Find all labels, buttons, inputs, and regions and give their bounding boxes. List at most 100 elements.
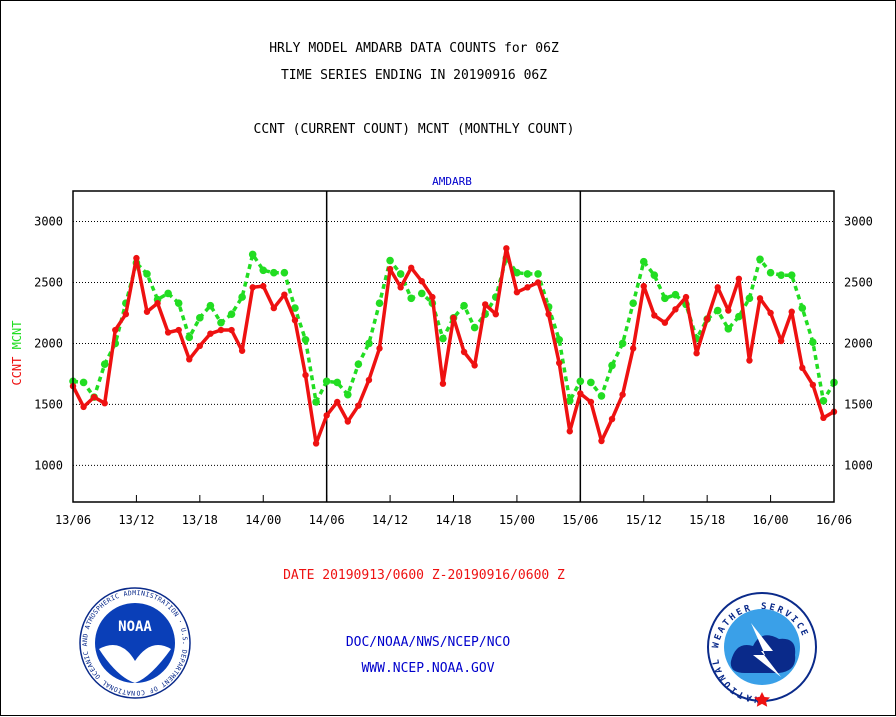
axis-layer: 1000 1000 1500 1500 2000 2000 2500 2500 3000 3000…	[34, 214, 873, 527]
series-layer	[69, 245, 838, 447]
data-point-mcnt	[79, 378, 88, 387]
series-mcnt	[69, 250, 838, 406]
chart-subtitle: CCNT (CURRENT COUNT) MCNT (MONTHLY COUNT…	[254, 122, 575, 137]
data-point-mcnt	[639, 257, 648, 266]
data-point-ccnt	[703, 315, 711, 323]
y-tick-label-right: 1500	[844, 397, 873, 411]
data-point-mcnt	[365, 339, 373, 348]
y-tick-label-left: 1000	[34, 458, 63, 472]
nws-star-icon	[754, 692, 770, 707]
y-tick-label-left: 1500	[34, 397, 63, 411]
data-point-ccnt	[767, 309, 774, 317]
data-point-mcnt	[238, 293, 246, 301]
data-point-mcnt	[629, 299, 637, 308]
x-tick-label: 14/12	[372, 513, 408, 527]
plot-title: AMDARB	[432, 175, 472, 188]
data-point-ccnt	[312, 440, 320, 447]
y-tick-label-left: 2500	[34, 275, 63, 289]
data-point-ccnt	[587, 398, 595, 406]
noaa-logo[interactable]: NATIONAL OCEANIC AND ATMOSPHERIC ADMINIS…	[1, 1, 191, 699]
data-point-ccnt	[186, 356, 193, 363]
data-point-mcnt	[143, 270, 151, 278]
data-point-ccnt	[249, 284, 256, 291]
series-ccnt	[69, 245, 838, 447]
data-point-ccnt	[418, 278, 425, 285]
data-point-mcnt	[671, 290, 680, 299]
data-point-ccnt	[534, 279, 542, 286]
data-point-mcnt	[174, 299, 183, 308]
data-point-ccnt	[217, 326, 225, 334]
data-point-mcnt	[196, 314, 204, 322]
data-point-mcnt	[344, 390, 352, 399]
x-tick-label: 15/00	[499, 513, 535, 527]
x-tick-label: 16/06	[816, 513, 852, 527]
data-point-mcnt	[100, 360, 109, 368]
data-point-ccnt	[270, 304, 278, 312]
data-point-ccnt	[619, 391, 626, 398]
grid-layer	[73, 191, 834, 502]
data-point-mcnt	[460, 301, 468, 310]
data-point-ccnt	[820, 414, 827, 422]
data-point-mcnt	[354, 360, 363, 368]
y-tick-label-right: 3000	[844, 214, 873, 228]
data-point-mcnt	[322, 377, 331, 386]
nws-logo[interactable]: NATIONAL WEATHER SERVICE	[707, 592, 817, 707]
series-line-ccnt	[71, 246, 835, 446]
x-tick-label: 13/12	[118, 513, 154, 527]
x-tick-label: 15/12	[626, 513, 662, 527]
data-point-mcnt	[396, 270, 405, 278]
data-point-mcnt	[312, 398, 320, 406]
data-point-mcnt	[301, 335, 310, 344]
chart-title-line2: TIME SERIES ENDING IN 20190916 06Z	[281, 68, 547, 83]
data-point-mcnt	[280, 268, 289, 277]
data-point-ccnt	[693, 350, 700, 357]
data-point-ccnt	[133, 254, 140, 262]
x-tick-label: 15/06	[562, 513, 598, 527]
data-point-mcnt	[417, 289, 426, 298]
data-point-ccnt	[365, 376, 373, 384]
data-point-ccnt	[492, 310, 499, 318]
data-point-mcnt	[819, 396, 828, 405]
data-point-ccnt	[450, 314, 457, 322]
data-point-ccnt	[355, 402, 362, 409]
data-point-ccnt	[598, 437, 605, 445]
data-point-ccnt	[175, 326, 182, 334]
data-point-mcnt	[185, 333, 194, 342]
y-tick-label-right: 2000	[844, 336, 873, 350]
data-point-mcnt	[333, 378, 342, 387]
data-point-mcnt	[787, 271, 796, 279]
nws-lightning-icon	[751, 623, 781, 677]
data-point-ccnt	[323, 412, 330, 419]
data-point-mcnt	[227, 310, 236, 318]
data-point-ccnt	[154, 300, 161, 307]
data-point-ccnt	[122, 310, 130, 318]
data-point-mcnt	[513, 268, 521, 277]
data-point-mcnt	[407, 294, 416, 303]
data-point-ccnt	[746, 357, 753, 364]
data-point-ccnt	[80, 403, 87, 411]
data-point-ccnt	[90, 393, 98, 401]
data-point-mcnt	[745, 294, 754, 303]
data-point-ccnt	[302, 371, 309, 379]
data-point-mcnt	[555, 335, 563, 344]
nws-cloud-icon	[730, 635, 796, 673]
data-point-mcnt	[217, 318, 225, 327]
noaa-logo-ring-text: NATIONAL OCEANIC AND ATMOSPHERIC ADMINIS…	[1, 1, 189, 697]
data-point-ccnt	[376, 345, 383, 352]
x-tick-label: 16/00	[753, 513, 789, 527]
x-tick-label: 13/18	[182, 513, 218, 527]
data-point-ccnt	[260, 282, 267, 290]
data-point-mcnt	[809, 338, 817, 347]
data-point-mcnt	[724, 325, 733, 333]
data-point-mcnt	[270, 268, 278, 277]
data-point-mcnt	[766, 268, 775, 277]
data-point-ccnt	[735, 275, 743, 283]
data-point-mcnt	[534, 270, 542, 278]
data-point-ccnt	[682, 293, 690, 301]
data-point-ccnt	[460, 348, 468, 356]
data-point-ccnt	[672, 306, 679, 313]
data-point-ccnt	[471, 362, 478, 369]
url-link[interactable]: WWW.NCEP.NOAA.GOV	[361, 661, 494, 676]
data-point-mcnt	[713, 306, 722, 315]
